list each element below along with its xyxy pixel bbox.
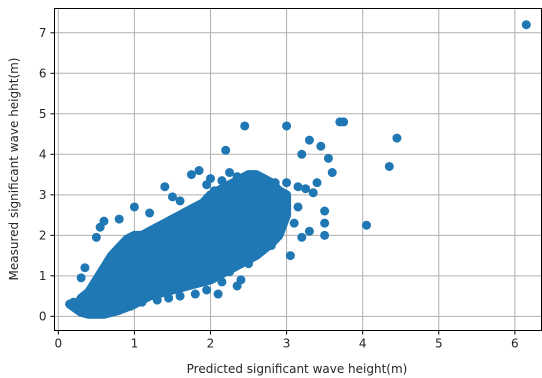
data-point [213,289,223,299]
data-point [244,259,254,269]
data-point [72,303,82,313]
data-point [95,222,105,232]
data-point [175,291,185,301]
data-point [297,149,307,159]
data-point [282,178,292,188]
data-point [202,285,212,295]
data-point [209,186,219,196]
data-point [137,297,147,307]
y-axis-label: Measured significant wave height(m) [7,58,21,281]
data-point [217,176,227,186]
data-point [392,133,402,143]
data-point [126,301,136,311]
data-point [194,166,204,176]
data-point [289,218,299,228]
data-point [304,226,314,236]
data-point [186,170,196,180]
y-tick-label: 6 [39,66,47,80]
data-point [228,182,238,192]
data-point [316,141,326,151]
data-point [278,210,288,220]
y-tick-label: 0 [39,309,47,323]
data-point [255,224,265,234]
data-point [202,180,212,190]
data-point [320,218,330,228]
y-tick-label: 5 [39,107,47,121]
data-point [361,220,371,230]
x-tick-label: 2 [207,337,215,351]
data-point [259,174,269,184]
ticks-layer: 0 1 2 3 4 5 6 0 1 2 3 4 5 6 7 [39,26,519,351]
data-point [175,196,185,206]
data-point [160,182,170,192]
data-point [384,161,394,171]
data-point [297,232,307,242]
data-point [293,202,303,212]
grid-layer [54,8,542,331]
data-point [320,230,330,240]
data-point [225,267,235,277]
y-tick-label: 2 [39,228,47,242]
x-tick-label: 4 [359,337,367,351]
data-point [266,228,276,238]
x-axis-label: Predicted significant wave height(m) [187,362,408,376]
data-point [293,182,303,192]
data-point [167,192,177,202]
data-point [80,263,90,273]
data-point [240,121,250,131]
data-point [270,178,280,188]
data-point [232,172,242,182]
data-point [114,214,124,224]
x-tick-label: 1 [131,337,139,351]
data-point [266,240,276,250]
data-point [225,168,235,178]
data-point [327,168,337,178]
data-point [190,289,200,299]
data-point [247,188,257,198]
x-tick-label: 5 [435,337,443,351]
data-point [114,305,124,315]
data-point [312,178,322,188]
data-point [301,184,311,194]
data-point [274,202,284,212]
data-point [103,307,113,317]
data-point [76,273,86,283]
x-tick-label: 0 [54,337,62,351]
data-point [282,121,292,131]
data-point [244,249,254,259]
data-point [65,299,75,309]
data-point [236,200,246,210]
data-point [308,188,318,198]
data-point [521,20,531,30]
data-point [335,117,345,127]
data-point [232,281,242,291]
data-point [255,247,265,257]
points-layer [65,20,531,319]
y-tick-label: 3 [39,188,47,202]
data-point [285,251,295,261]
data-point [152,295,162,305]
data-point [323,153,333,163]
y-tick-label: 7 [39,26,47,40]
y-tick-label: 4 [39,147,47,161]
data-point [320,206,330,216]
data-point [145,208,155,218]
data-point [251,206,261,216]
data-point [263,194,273,204]
y-tick-label: 1 [39,269,47,283]
data-point [129,202,139,212]
data-point [217,277,227,287]
x-tick-label: 3 [283,337,291,351]
data-point [80,307,90,317]
data-point [164,293,174,303]
data-point [91,232,101,242]
data-point [304,135,314,145]
data-point [221,145,231,155]
x-tick-label: 6 [511,337,519,351]
data-point [91,309,101,319]
